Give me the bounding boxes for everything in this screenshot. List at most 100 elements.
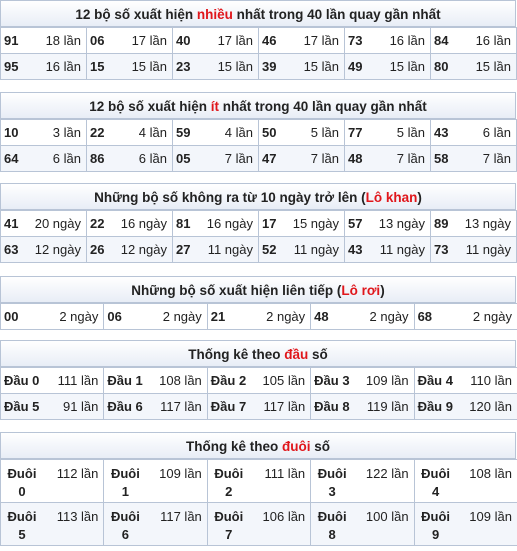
cell-value: 15 lần (217, 59, 253, 74)
section-least-frequent: 12 bộ số xuất hiện ít nhất trong 40 lần … (0, 92, 517, 172)
stat-cell: 05 7 lần (172, 145, 259, 172)
stat-cell: 06 2 ngày (103, 303, 208, 330)
cell-key: 48 (314, 309, 329, 324)
section-duoi-so: Thống kê theo đuôi số 112 lần Đuôi 0 109 l… (0, 432, 517, 546)
stat-cell: 89 13 ngày (430, 210, 517, 237)
stat-cell: 77 5 lần (344, 119, 431, 146)
stat-cell: 64 6 lần (0, 145, 87, 172)
stat-cell: 109 lần Đuôi 9 (413, 502, 517, 546)
cell-key: Đuôi 2 (214, 466, 244, 499)
cell-value: 6 lần (52, 151, 81, 166)
table-row: 63 12 ngày 26 12 ngày 27 11 ngày 52 11 ngày 43 11… (0, 236, 517, 263)
stat-cell: 41 20 ngày (0, 210, 87, 237)
table-row: 00 2 ngày 06 2 ngày 21 2 ngày 48 2 ngày 68 2 ngày (0, 303, 517, 330)
stat-cell: Đầu 2 105 lần (206, 367, 312, 394)
cell-key: 57 (348, 216, 363, 231)
stat-cell: 80 15 lần (430, 53, 517, 80)
cell-value: 12 ngày (34, 242, 81, 257)
cell-value: 109 lần (159, 466, 202, 481)
cell-value: 15 ngày (292, 216, 339, 231)
cell-key: 58 (434, 151, 449, 166)
cell-key: Đầu 2 (210, 373, 247, 388)
cell-key: 06 (90, 33, 105, 48)
stat-cell: 39 15 lần (258, 53, 345, 80)
cell-key: 26 (90, 242, 105, 257)
stat-cell: 22 4 lần (86, 119, 173, 146)
cell-value: 6 lần (138, 151, 167, 166)
stats-table: 00 2 ngày 06 2 ngày 21 2 ngày 48 2 ngày 68 2 ngày (0, 303, 517, 330)
stat-cell: 73 16 lần (344, 27, 431, 54)
cell-key: Đầu 1 (107, 373, 143, 388)
section-dau-so: Thống kê theo đầu số Đầu 0 111 lần Đầu 1 10… (0, 340, 517, 420)
cell-value: 4 lần (224, 125, 253, 140)
cell-value: 109 lần (365, 373, 409, 388)
cell-value: 111 lần (264, 466, 306, 481)
stat-cell: 81 16 ngày (172, 210, 259, 237)
cell-value: 109 lần (469, 509, 512, 524)
cell-key: 49 (348, 59, 363, 74)
cell-key: 89 (434, 216, 449, 231)
section-title: 12 bộ số xuất hiện nhiều nhất trong 40 l… (0, 0, 516, 27)
stat-cell: 06 17 lần (86, 27, 173, 54)
cell-key: 43 (434, 125, 449, 140)
section-title: Những bộ số xuất hiện liên tiếp (Lô rơi) (0, 276, 516, 303)
cell-key: 95 (4, 59, 19, 74)
stat-cell: Đầu 6 117 lần (103, 393, 208, 420)
stat-cell: 50 5 lần (258, 119, 345, 146)
cell-value: 6 lần (482, 125, 511, 140)
section-most-frequent: 12 bộ số xuất hiện nhiều nhất trong 40 l… (0, 0, 517, 80)
stat-cell: 26 12 ngày (86, 236, 173, 263)
stat-cell: 91 18 lần (0, 27, 87, 54)
cell-value: 119 lần (366, 399, 409, 414)
cell-key: 39 (262, 59, 277, 74)
cell-key: 06 (107, 309, 122, 324)
stat-cell: 23 15 lần (172, 53, 259, 80)
cell-value: 108 lần (159, 373, 202, 388)
stat-cell: 10 3 lần (0, 119, 87, 146)
cell-key: 15 (90, 59, 105, 74)
stat-cell: 106 lần Đuôi 7 (206, 502, 312, 546)
table-row: 64 6 lần 86 6 lần 05 7 lần 47 7 lần 48 7 lần 58 7 l… (0, 145, 517, 172)
stats-table: Đầu 0 111 lần Đầu 1 108 lần Đầu 2 105 lần Đầu … (0, 367, 517, 420)
cell-key: Đuôi 5 (7, 509, 37, 542)
cell-key: Đuôi 0 (7, 466, 37, 499)
stat-cell: 22 16 ngày (86, 210, 173, 237)
cell-key: Đuôi 3 (317, 466, 347, 499)
cell-value: 7 lần (396, 151, 425, 166)
stat-cell: 109 lần Đuôi 1 (103, 459, 208, 503)
cell-value: 16 lần (45, 59, 81, 74)
cell-value: 122 lần (365, 466, 409, 481)
cell-key: Đuôi 7 (214, 509, 244, 542)
cell-key: 50 (262, 125, 277, 140)
cell-value: 2 ngày (472, 309, 512, 324)
cell-value: 15 lần (303, 59, 339, 74)
cell-key: 48 (348, 151, 363, 166)
cell-value: 13 ngày (378, 216, 425, 231)
cell-key: 73 (434, 242, 449, 257)
cell-key: 46 (262, 33, 277, 48)
section-title: Thống kê theo đuôi số (0, 432, 516, 459)
cell-key: 10 (4, 125, 19, 140)
cell-value: 3 lần (52, 125, 81, 140)
cell-key: 27 (176, 242, 191, 257)
cell-value: 111 lần (57, 373, 99, 388)
cell-key: 80 (434, 59, 449, 74)
cell-key: Đầu 4 (417, 373, 453, 388)
stat-cell: 49 15 lần (344, 53, 431, 80)
cell-value: 18 lần (45, 33, 81, 48)
cell-key: 41 (4, 216, 19, 231)
stat-cell: 122 lần Đuôi 3 (310, 459, 415, 503)
stats-table: 10 3 lần 22 4 lần 59 4 lần 50 5 lần 77 5 lần 43 6 l… (0, 119, 517, 172)
cell-value: 17 lần (217, 33, 253, 48)
cell-key: Đuôi 9 (421, 509, 450, 542)
stat-cell: 40 17 lần (172, 27, 259, 54)
cell-key: 17 (262, 216, 277, 231)
cell-key: Đầu 9 (417, 399, 453, 414)
section-title: Thống kê theo đầu số (0, 340, 516, 367)
table-row: 91 18 lần 06 17 lần 40 17 lần 46 17 lần 73 16 lần… (0, 27, 517, 54)
cell-value: 112 lần (56, 466, 99, 481)
cell-key: 91 (4, 33, 19, 48)
cell-value: 110 lần (470, 373, 512, 388)
cell-value: 16 lần (475, 33, 511, 48)
